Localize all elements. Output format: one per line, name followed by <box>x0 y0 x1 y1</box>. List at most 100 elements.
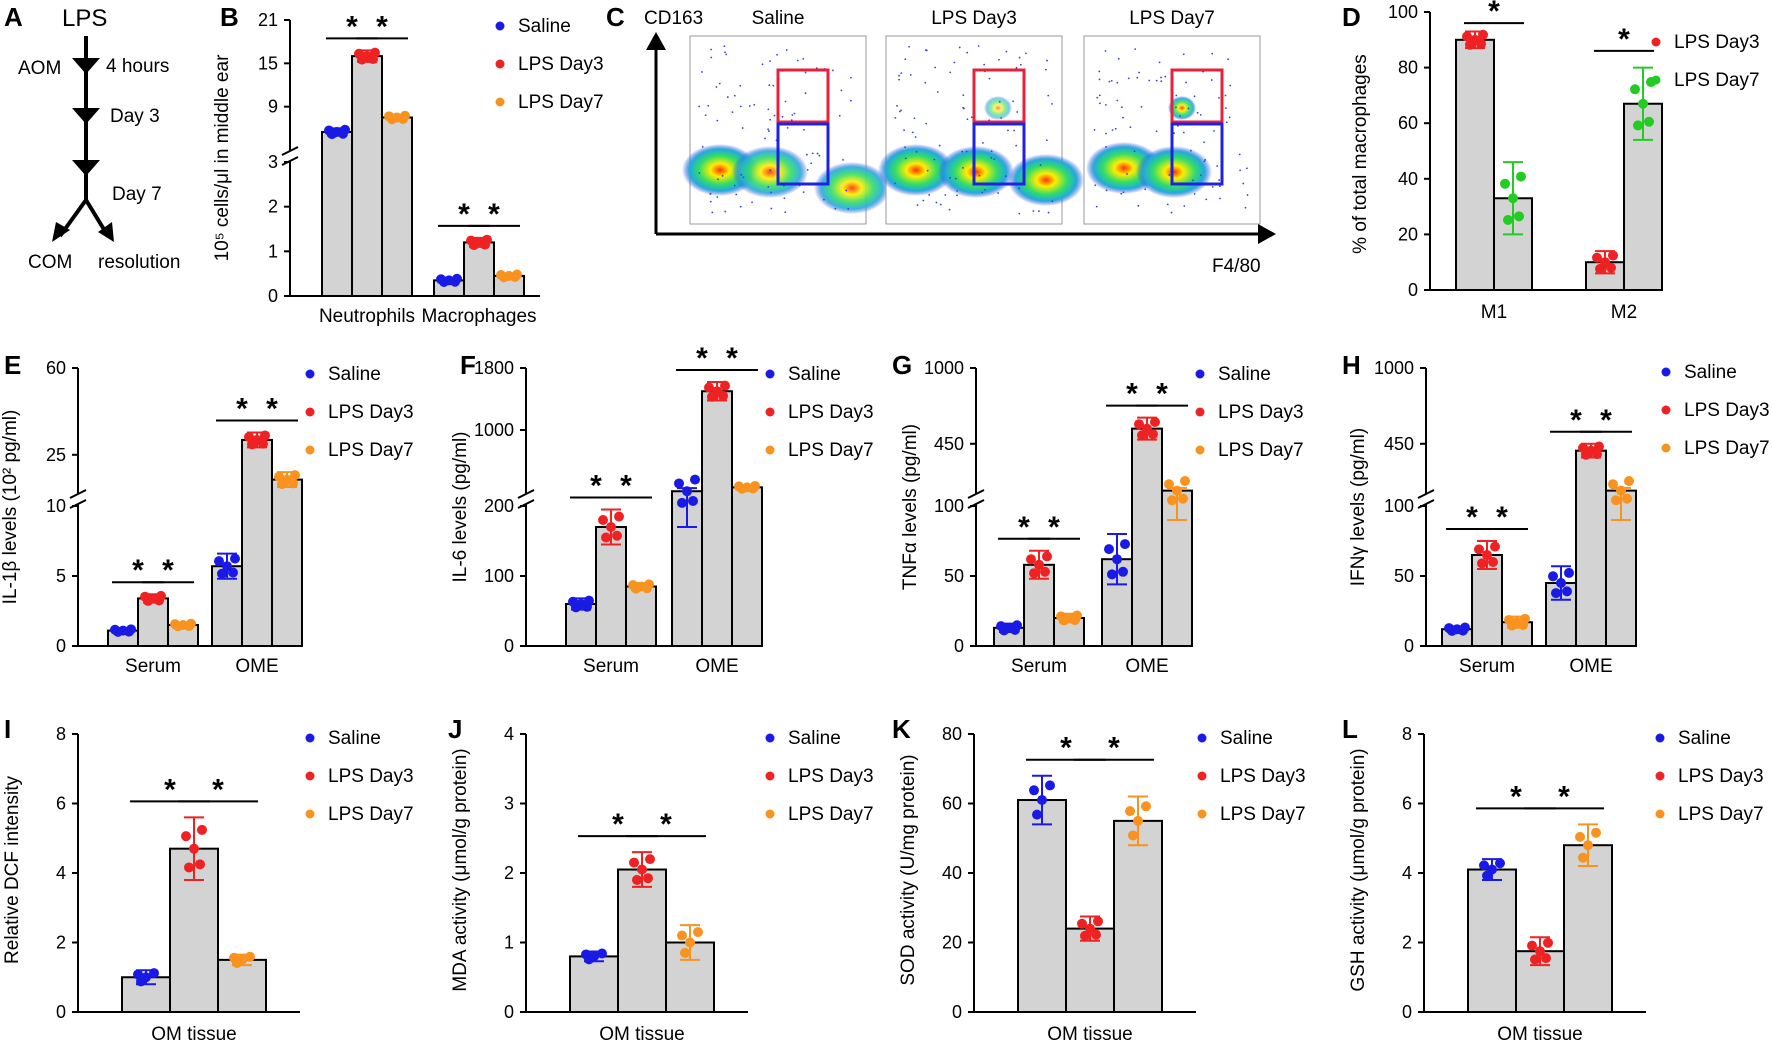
data-point <box>288 478 298 489</box>
bar <box>381 116 413 297</box>
flow-event <box>804 71 807 74</box>
chart-e: E IL-1β levels (10² pg/ml) 0 5 10 25 60 Serum * *… <box>0 350 414 677</box>
flow-event <box>724 210 727 213</box>
x-category-label: OME <box>1125 656 1168 677</box>
flow-event <box>896 104 898 107</box>
data-point <box>1167 495 1177 506</box>
bar <box>321 130 353 297</box>
flow-event <box>733 94 736 97</box>
data-point <box>1118 566 1128 577</box>
axis-break-mark <box>69 489 87 499</box>
y-tick-label: 100 <box>1388 2 1418 22</box>
flow-event <box>915 150 918 153</box>
axis-break <box>968 494 984 504</box>
data-point <box>1616 485 1626 496</box>
data-point <box>1507 620 1517 631</box>
gate-cd163-low <box>972 122 1026 186</box>
significance-star: * <box>162 554 174 587</box>
flow-event <box>1121 106 1123 109</box>
flow-event <box>768 130 770 132</box>
data-point <box>1622 493 1632 504</box>
flow-event <box>898 110 901 113</box>
data-point <box>1477 558 1487 569</box>
x-axis-label: OM tissue <box>1047 1024 1133 1044</box>
legend-marker <box>1661 405 1671 415</box>
flow-event <box>716 196 719 198</box>
flow-event <box>904 58 907 61</box>
flow-event <box>998 58 1000 61</box>
flow-event <box>1166 203 1169 206</box>
flow-event <box>1140 105 1143 108</box>
significance-star: * <box>1108 732 1120 765</box>
flow-event <box>1133 150 1136 153</box>
data-point <box>606 522 616 532</box>
data-point <box>637 864 647 875</box>
flow-event <box>962 106 965 109</box>
legend-marker <box>305 369 315 379</box>
flow-event <box>716 119 719 122</box>
x-category-label: M2 <box>1611 302 1637 323</box>
flow-event <box>1175 106 1177 109</box>
legend-label: LPS Day7 <box>328 440 414 461</box>
flow-event <box>956 194 958 197</box>
flow-event <box>913 117 916 120</box>
flow-event <box>966 51 969 54</box>
flow-event <box>1137 204 1140 207</box>
data-point <box>1026 554 1036 565</box>
data-point <box>1133 815 1143 826</box>
data-point <box>1518 620 1528 630</box>
data-point <box>338 128 348 139</box>
y-axis-label: SOD activity (U/mg protein) <box>898 754 919 985</box>
data-point <box>387 114 397 125</box>
flow-event <box>1227 58 1230 61</box>
y-tick-label: 100 <box>934 496 964 516</box>
y-axis-label: GSH activity (μmol/g protein) <box>1348 748 1369 991</box>
timeline-arrow-right <box>98 222 114 242</box>
flow-event <box>1203 141 1205 144</box>
flow-event <box>735 193 738 196</box>
chart-d: D % of total macrophages 0 20 40 60 80 100 M1 * M2… <box>1342 0 1760 323</box>
data-point <box>1029 568 1039 579</box>
data-point <box>1107 569 1117 580</box>
x-axis-label: OM tissue <box>599 1024 685 1044</box>
legend-label: Saline <box>788 728 841 749</box>
flow-event <box>1244 206 1247 209</box>
density-blob <box>1136 146 1212 198</box>
y-tick-label: 50 <box>944 566 964 586</box>
flow-event <box>1182 53 1185 56</box>
data-point <box>510 272 520 283</box>
flow-event <box>966 118 969 121</box>
significance-star: * <box>1570 404 1582 437</box>
flow-event <box>1127 77 1130 80</box>
flow-event <box>701 145 704 148</box>
flow-event <box>1116 99 1119 102</box>
flow-plot-title: LPS Day3 <box>931 8 1017 29</box>
flow-event <box>978 174 981 177</box>
data-point <box>1150 417 1160 428</box>
y-tick-label: 40 <box>942 863 962 883</box>
flow-event <box>904 157 907 160</box>
legend-label: LPS Day3 <box>1678 766 1764 787</box>
data-point <box>631 583 641 594</box>
data-point <box>1172 485 1182 496</box>
significance-star: * <box>1600 404 1612 437</box>
y-axis-label: 10⁵ cells/μl in middle ear <box>212 54 233 261</box>
legend-label: Saline <box>1678 728 1731 749</box>
axis-break-mark <box>1417 499 1435 509</box>
legend-marker <box>1655 733 1665 743</box>
timeline-arrow-1 <box>72 58 100 74</box>
data-point <box>1093 916 1103 927</box>
data-point <box>1080 930 1090 941</box>
flow-event <box>717 178 719 181</box>
flow-event <box>1200 174 1202 177</box>
gate-cd163-high <box>776 68 830 124</box>
flow-event <box>847 208 850 210</box>
flow-y-arrowhead <box>646 32 666 50</box>
flow-event <box>965 150 968 153</box>
flow-event <box>1168 174 1171 176</box>
flow-event <box>983 63 986 66</box>
panel-letter-g: G <box>892 350 912 380</box>
flow-event <box>1104 50 1107 52</box>
flow-event <box>710 48 712 51</box>
y-tick-label: 6 <box>1402 794 1412 814</box>
